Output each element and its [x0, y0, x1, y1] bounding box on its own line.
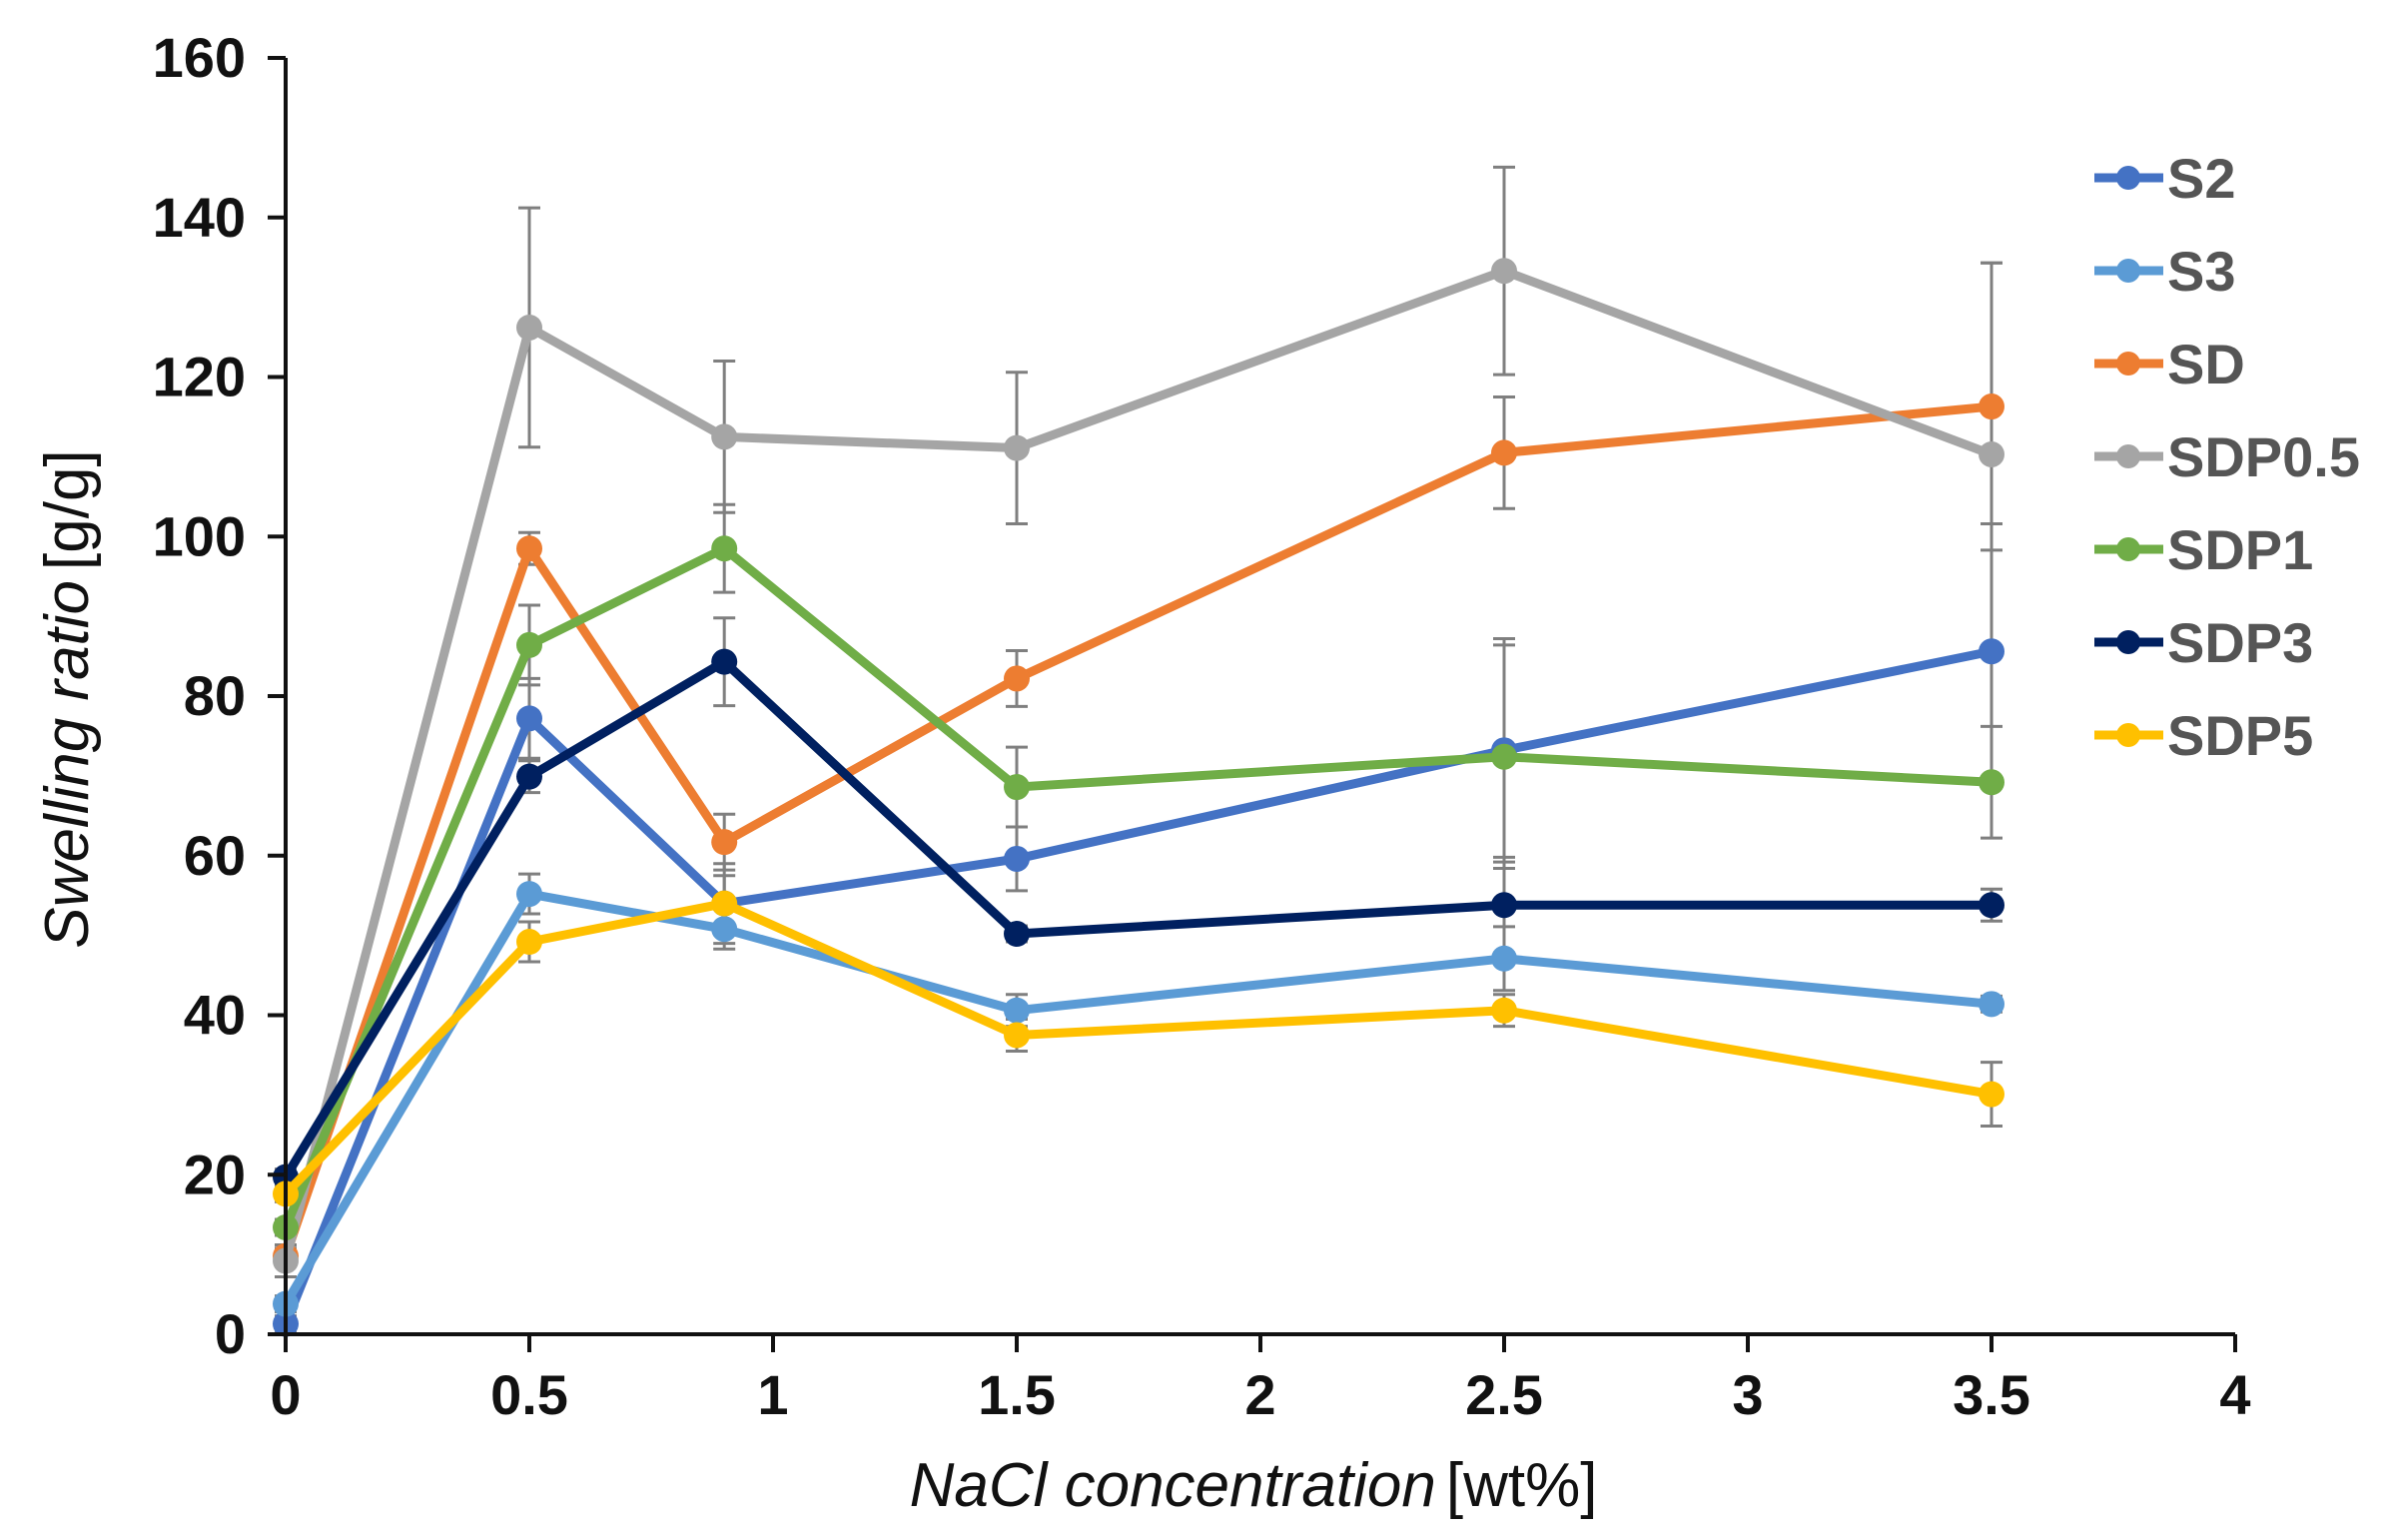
series-line-s2: [281, 646, 1993, 1326]
legend: S2 S3 SD SDP0.5 SDP1 SDP3 SDP5: [2094, 147, 2360, 767]
series-line-sdp0-5: [281, 266, 1994, 1262]
x-axis-title: NaCl concentration [wt%]: [910, 1451, 1598, 1520]
series-line-s3: [282, 889, 1993, 1306]
legend-item: SDP5: [2094, 704, 2313, 767]
legend-label: SDP3: [2167, 611, 2313, 674]
data-point: [1491, 945, 1517, 972]
y-tick-label: 160: [153, 26, 246, 89]
legend-item: SD: [2094, 333, 2245, 395]
legend-item: SDP1: [2094, 518, 2313, 581]
data-point: [516, 929, 542, 956]
series-line-sdp3: [282, 657, 1992, 1179]
series-line-sdp5: [282, 899, 1993, 1197]
x-tick-label: 4: [2219, 1363, 2250, 1426]
y-tick-label: 80: [184, 664, 246, 727]
data-point: [1979, 393, 2004, 420]
y-tick-label: 60: [184, 824, 246, 887]
data-point: [516, 763, 542, 790]
data-point: [711, 423, 738, 450]
y-axis-title-main: Swelling ratio: [33, 580, 102, 949]
legend-marker: [2116, 352, 2140, 376]
data-point: [1491, 743, 1517, 770]
x-tick-label: 0.5: [490, 1363, 568, 1426]
data-point: [516, 631, 542, 658]
series-line-sdp1: [281, 543, 1993, 1229]
data-point: [1491, 892, 1517, 919]
data-point: [1004, 921, 1030, 948]
error-bars: [275, 165, 2002, 1334]
data-point: [516, 705, 542, 732]
series-lines: [273, 258, 2004, 1337]
y-axis-title-unit: [g/g]: [33, 449, 102, 570]
legend-item: SDP3: [2094, 611, 2313, 674]
data-point: [1491, 439, 1517, 466]
data-point: [1004, 774, 1030, 801]
legend-item: SDP0.5: [2094, 425, 2360, 488]
legend-label: S3: [2167, 240, 2236, 303]
y-tick-label: 0: [215, 1302, 246, 1365]
legend-marker: [2116, 723, 2140, 747]
data-point: [711, 890, 738, 917]
data-point: [711, 535, 738, 562]
legend-marker: [2116, 166, 2140, 190]
legend-item: S3: [2094, 240, 2236, 303]
data-point: [516, 314, 542, 341]
data-point: [1979, 991, 2004, 1018]
y-tick-label: 20: [184, 1143, 246, 1205]
x-tick-label: 3: [1732, 1363, 1763, 1426]
data-point: [1979, 769, 2004, 796]
data-point: [1004, 997, 1030, 1024]
legend-label: SDP1: [2167, 518, 2313, 581]
y-tick-label: 40: [184, 984, 246, 1047]
x-axis-title-unit: [wt%]: [1446, 1451, 1598, 1520]
data-point: [516, 535, 542, 562]
data-point: [1979, 892, 2004, 919]
data-point: [1979, 1081, 2004, 1108]
data-point: [1004, 665, 1030, 692]
x-tick-label: 0: [270, 1363, 301, 1426]
x-tick-label: 2.5: [1465, 1363, 1543, 1426]
data-point: [1979, 440, 2004, 467]
legend-marker: [2116, 630, 2140, 654]
x-tick-label: 3.5: [1953, 1363, 2030, 1426]
y-tick-label: 140: [153, 186, 246, 249]
x-tick-label: 1.5: [978, 1363, 1056, 1426]
y-tick-label: 120: [153, 346, 246, 408]
data-point: [1491, 258, 1517, 285]
legend-marker: [2116, 259, 2140, 283]
legend-marker: [2116, 537, 2140, 561]
legend-label: SDP5: [2167, 704, 2313, 767]
legend-marker: [2116, 444, 2140, 468]
legend-label: S2: [2167, 147, 2236, 210]
data-point: [1004, 1022, 1030, 1049]
data-point: [516, 881, 542, 908]
y-axis-title: Swelling ratio [g/g]: [33, 449, 102, 948]
x-tick-label: 2: [1244, 1363, 1275, 1426]
y-tick-label: 100: [153, 504, 246, 567]
legend-item: S2: [2094, 147, 2236, 210]
data-point: [1491, 997, 1517, 1024]
data-point: [1004, 845, 1030, 872]
data-point: [711, 829, 738, 856]
data-point: [711, 916, 738, 943]
series-line-sd: [281, 401, 1993, 1258]
legend-label: SDP0.5: [2167, 425, 2360, 488]
data-point: [1979, 638, 2004, 665]
legend-label: SD: [2167, 333, 2245, 395]
data-point: [711, 648, 738, 675]
x-axis-title-main: NaCl concentration: [910, 1451, 1436, 1520]
x-tick-label: 1: [757, 1363, 788, 1426]
data-point: [1004, 434, 1030, 461]
